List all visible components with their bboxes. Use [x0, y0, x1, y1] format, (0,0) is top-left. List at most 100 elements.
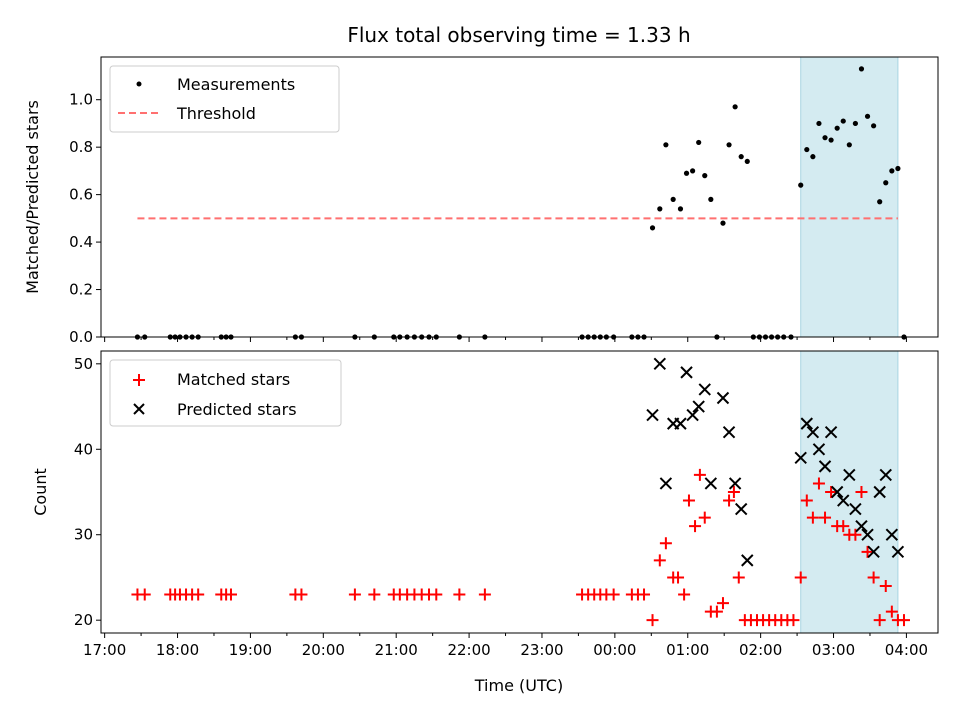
predicted-star-point	[653, 357, 667, 371]
chart-title: Flux total observing time = 1.33 h	[347, 23, 690, 47]
matched-star-point	[607, 588, 620, 601]
legend-matched-marker	[133, 374, 145, 386]
measurement-point	[810, 154, 816, 160]
predicted-star-point	[692, 400, 705, 413]
bottom-y-tick-label: 50	[74, 355, 93, 373]
measurement-point	[883, 180, 889, 186]
matched-star-point	[861, 545, 874, 558]
measurement-point	[822, 135, 828, 141]
matched-star-point	[723, 494, 736, 507]
predicted-star-point	[812, 443, 826, 456]
bottom-y-tick-label: 30	[74, 526, 93, 544]
legend-threshold-label: Threshold	[176, 104, 256, 123]
predicted-star-point	[849, 502, 862, 516]
bottom-y-tick-label: 20	[74, 611, 93, 629]
predicted-star-point	[891, 545, 905, 559]
measurement-point	[690, 168, 696, 174]
top-y-tick-label: 0.4	[69, 233, 93, 251]
top-legend: Measurements Threshold	[109, 65, 340, 133]
matched-star-point	[819, 511, 832, 524]
predicted-star-point	[800, 417, 814, 430]
predicted-star-point	[867, 545, 880, 559]
bottom-x-tick-label: 20:00	[302, 641, 345, 659]
top-panel-frame	[100, 56, 939, 338]
measurement-point	[663, 142, 669, 148]
predicted-star-point	[794, 451, 807, 465]
top-panel: 0.0 0.2 0.4 0.6 0.8 1.0 Matched/Predicted sta…	[23, 56, 939, 346]
bottom-panel: 20 30 40 50 17:00 18:00 19:00 20:00 21:00 22:00 2…	[31, 350, 939, 695]
predicted-star-point	[873, 485, 886, 499]
predicted-star-point	[680, 366, 693, 379]
predicted-star-point	[837, 494, 850, 507]
matched-star-point	[787, 614, 800, 627]
bottom-x-tick-label: 22:00	[447, 641, 490, 659]
measurement-point	[732, 104, 738, 110]
measurement-point	[657, 206, 663, 212]
legend-predicted-marker	[133, 403, 145, 415]
matched-star-point	[879, 580, 892, 592]
matched-star-point	[806, 511, 819, 524]
matched-star-point	[646, 614, 659, 627]
measurement-point	[877, 199, 883, 205]
predicted-star-point	[741, 554, 754, 567]
matched-star-point	[659, 537, 672, 550]
matched-star-point	[837, 520, 850, 533]
measurement-point	[702, 173, 708, 179]
measurement-point	[670, 196, 676, 202]
legend-measurements-label: Measurements	[177, 75, 295, 94]
matched-star-point	[800, 494, 813, 507]
measurement-point	[798, 182, 804, 188]
predicted-star-point	[698, 383, 711, 396]
matched-star-point	[348, 588, 361, 601]
predicted-star-point	[686, 408, 699, 422]
legend-predicted-label: Predicted stars	[177, 400, 297, 419]
top-y-tick-label: 0.8	[69, 138, 93, 156]
bottom-x-tick-label: 04:00	[885, 641, 928, 659]
predicted-star-point	[722, 425, 736, 439]
matched-star-point	[727, 486, 740, 498]
matched-star-point	[638, 588, 651, 601]
bottom-x-tick-label: 19:00	[229, 641, 272, 659]
top-legend-box	[109, 65, 340, 133]
matched-star-point	[693, 468, 706, 481]
bottom-x-tick-label: 00:00	[593, 641, 636, 659]
measurement-point	[895, 165, 901, 172]
top-y-axis-label: Matched/Predicted stars	[23, 100, 42, 294]
bottom-legend-box	[109, 359, 342, 427]
matched-star-point	[732, 571, 745, 584]
measurement-point	[683, 170, 690, 176]
top-y-tick-label: 0.2	[69, 281, 93, 299]
matched-star-point	[478, 588, 491, 601]
bottom-x-tick-label: 01:00	[666, 641, 709, 659]
matched-star-point	[855, 486, 868, 498]
matched-star-point	[224, 588, 237, 601]
matched-star-point	[825, 486, 838, 498]
measurement-point	[720, 220, 726, 226]
x-axis-label: Time (UTC)	[474, 676, 563, 695]
matched-star-point	[873, 614, 886, 627]
matched-star-point	[867, 571, 880, 584]
predicted-star-point	[885, 528, 899, 541]
predicted-star-point	[659, 477, 673, 490]
predicted-star-point	[646, 408, 659, 422]
top-highlight-span	[800, 56, 899, 338]
matched-star-point	[849, 528, 862, 541]
matched-star-point	[698, 511, 711, 524]
predicted-star-point	[824, 425, 838, 439]
predicted-star-point	[818, 460, 832, 473]
matched-star-point	[678, 588, 691, 601]
matched-star-point	[897, 614, 910, 627]
matched-star-point	[672, 571, 685, 584]
measurement-point	[738, 154, 744, 160]
predicted-star-point	[734, 502, 748, 516]
predicted-star-point	[855, 519, 868, 533]
legend-measurements-marker	[136, 81, 142, 87]
matched-star-point	[682, 494, 695, 507]
bottom-y-axis-label: Count	[31, 468, 50, 516]
predicted-star-point	[716, 391, 730, 405]
measurement-point	[804, 146, 810, 153]
matched-star-point	[716, 597, 729, 610]
measurement-point	[677, 206, 684, 212]
predicted-star-point	[704, 477, 718, 490]
